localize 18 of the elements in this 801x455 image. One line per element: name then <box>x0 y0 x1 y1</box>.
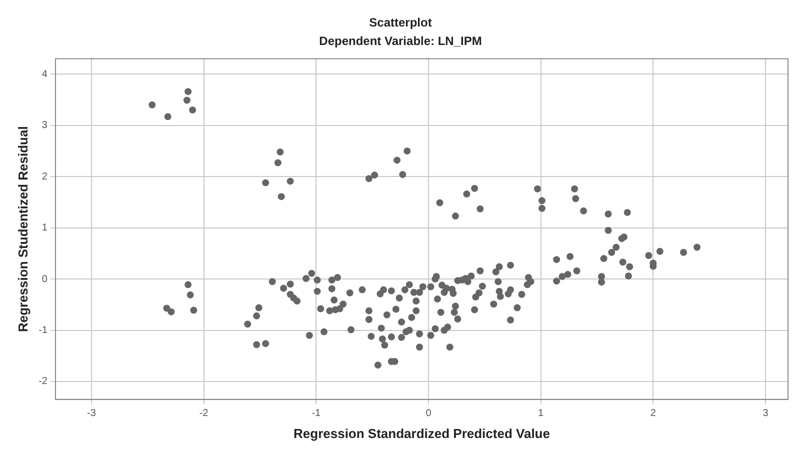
x-tick-label: -2 <box>199 408 209 420</box>
x-tick-label: -3 <box>86 408 96 420</box>
x-tick-label: 2 <box>650 408 656 420</box>
y-tick-label: 0 <box>42 274 48 285</box>
chart-subtitle: Dependent Variable: LN_IPM <box>319 34 482 48</box>
y-tick-label: 2 <box>42 171 48 182</box>
x-tick-label: 1 <box>538 408 544 420</box>
x-tick-label: -1 <box>312 408 322 420</box>
y-axis-title: Regression Studentized Residual <box>15 126 30 332</box>
x-axis-title: Regression Standardized Predicted Value <box>294 426 550 441</box>
y-tick-label: 3 <box>42 120 48 132</box>
y-tick-label: -2 <box>38 376 48 388</box>
x-tick-label: 3 <box>762 408 769 420</box>
x-tick-label: 0 <box>426 408 432 420</box>
y-tick-label: -1 <box>38 325 48 336</box>
y-tick-label: 4 <box>42 68 48 80</box>
chart-title: Scatterplot <box>369 16 432 30</box>
y-tick-label: 1 <box>42 222 48 234</box>
